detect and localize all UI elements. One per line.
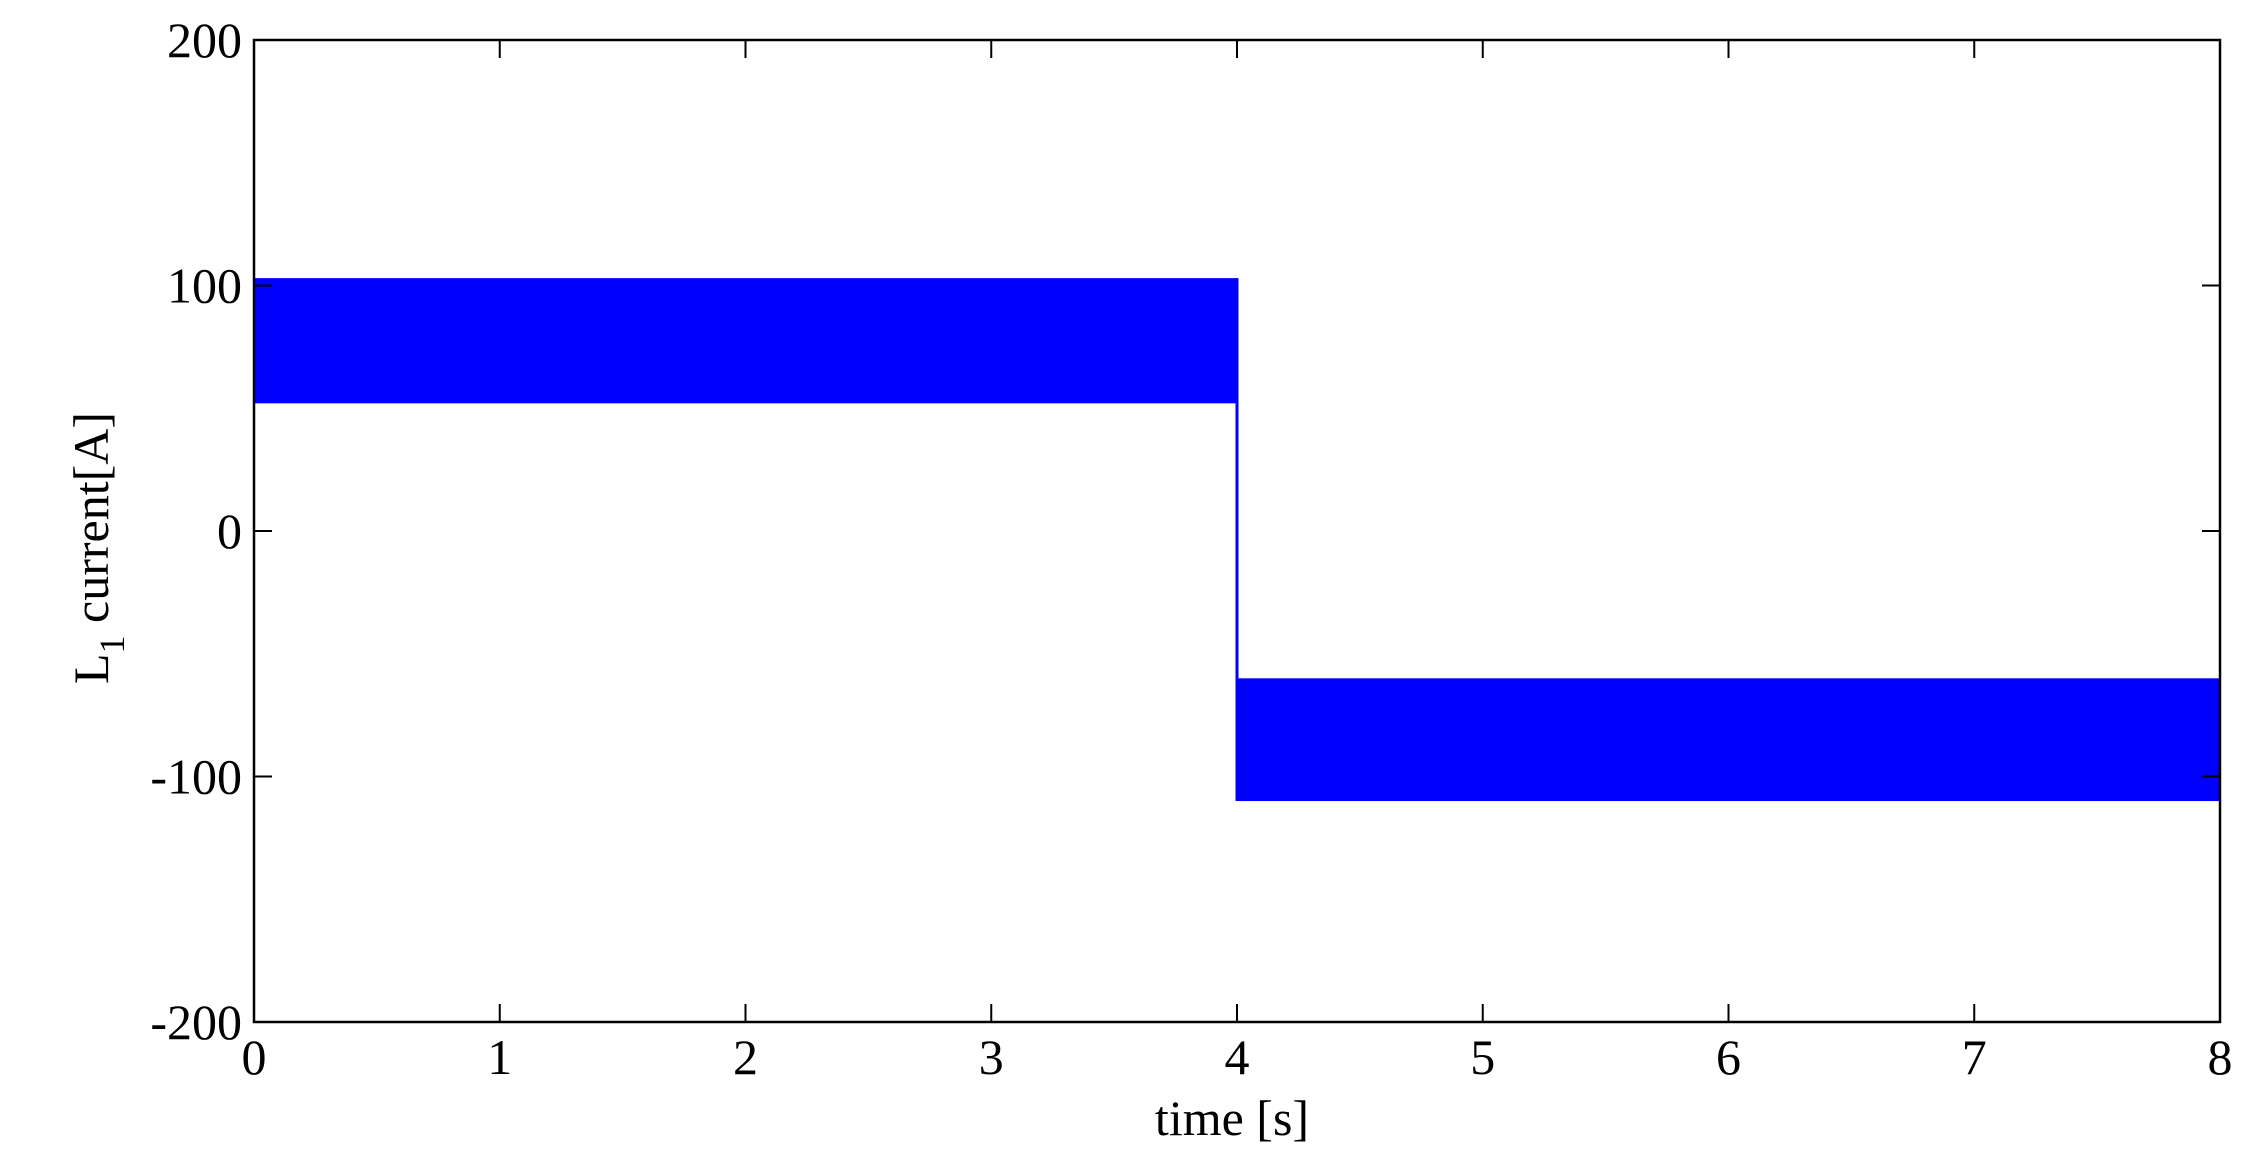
x-axis-label: time [s] [1155, 1090, 1309, 1146]
x-tick-label: 7 [1962, 1029, 1987, 1085]
y-tick-label: 200 [167, 12, 242, 68]
y-tick-label: 0 [217, 503, 242, 559]
y-tick-label: -200 [150, 994, 242, 1050]
x-tick-label: 2 [733, 1029, 758, 1085]
x-tick-label: 1 [487, 1029, 512, 1085]
x-tick-label: 8 [2208, 1029, 2233, 1085]
tick-labels-layer: 0 1 2 3 4 5 6 7 8 200 100 0 -100 -200 [150, 12, 2232, 1085]
y-axis-label: L1 current[A] [63, 412, 132, 684]
series-layer [254, 278, 2220, 802]
y-axis-label-subscript: 1 [92, 635, 132, 653]
y-tick-label: 100 [167, 258, 242, 314]
axes-layer [252, 38, 2222, 1024]
y-axis-label-main: L [63, 653, 119, 684]
y-tick-label: -100 [150, 749, 242, 805]
series-band-2 [1237, 678, 2220, 802]
y-axis-label-rest: current[A] [63, 412, 119, 636]
x-tick-label: 0 [242, 1029, 267, 1085]
x-tick-label: 6 [1716, 1029, 1741, 1085]
x-tick-label: 3 [979, 1029, 1004, 1085]
x-tick-label: 4 [1225, 1029, 1250, 1085]
series-band-1 [254, 278, 1237, 404]
x-tick-label: 5 [1470, 1029, 1495, 1085]
